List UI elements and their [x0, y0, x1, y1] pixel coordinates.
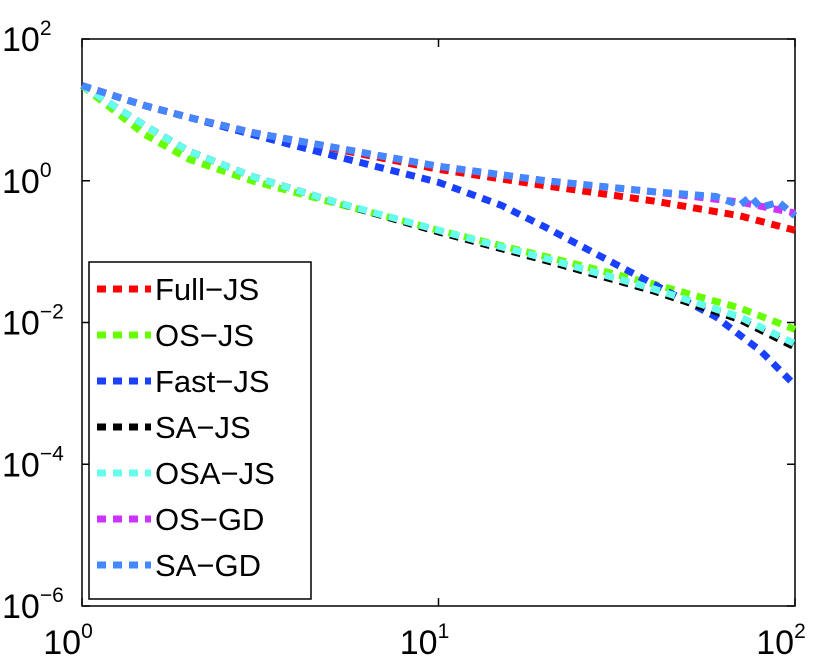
- series-line-osa-js: [80, 82, 797, 347]
- legend-label-fast-js: Fast−JS: [155, 364, 270, 399]
- legend-label-full-js: Full−JS: [155, 272, 259, 307]
- y-tick-label-4: 10−6: [2, 584, 64, 626]
- legend-label-os-js: OS−JS: [155, 318, 254, 353]
- x-tick-label-1: 101: [400, 620, 450, 661]
- legend-label-osa-js: OSA−JS: [155, 456, 275, 491]
- tick-labels: 100 101 102 102 100 10−2 10−4 10−6: [2, 17, 806, 661]
- y-tick-label-1: 100: [2, 159, 52, 201]
- legend-label-os-gd: OS−GD: [155, 502, 264, 537]
- y-tick-label-2: 10−2: [2, 301, 64, 343]
- series-line-sa-gd: [80, 82, 798, 219]
- x-tick-label-2: 102: [756, 620, 806, 661]
- legend-label-sa-js: SA−JS: [155, 410, 251, 445]
- y-tick-label-3: 10−4: [2, 442, 64, 484]
- legend-box: [88, 261, 312, 600]
- series-line-fast-js: [80, 82, 798, 388]
- x-tick-label-0: 100: [43, 620, 93, 661]
- legend: Full−JS OS−JS Fast−JS SA−JS OSA−JS OS−GD SA−GD: [88, 261, 312, 600]
- axis-ticks: [81, 38, 796, 607]
- legend-label-sa-gd: SA−GD: [155, 548, 261, 583]
- y-tick-label-0: 102: [2, 17, 52, 59]
- series-lines: [79, 82, 798, 388]
